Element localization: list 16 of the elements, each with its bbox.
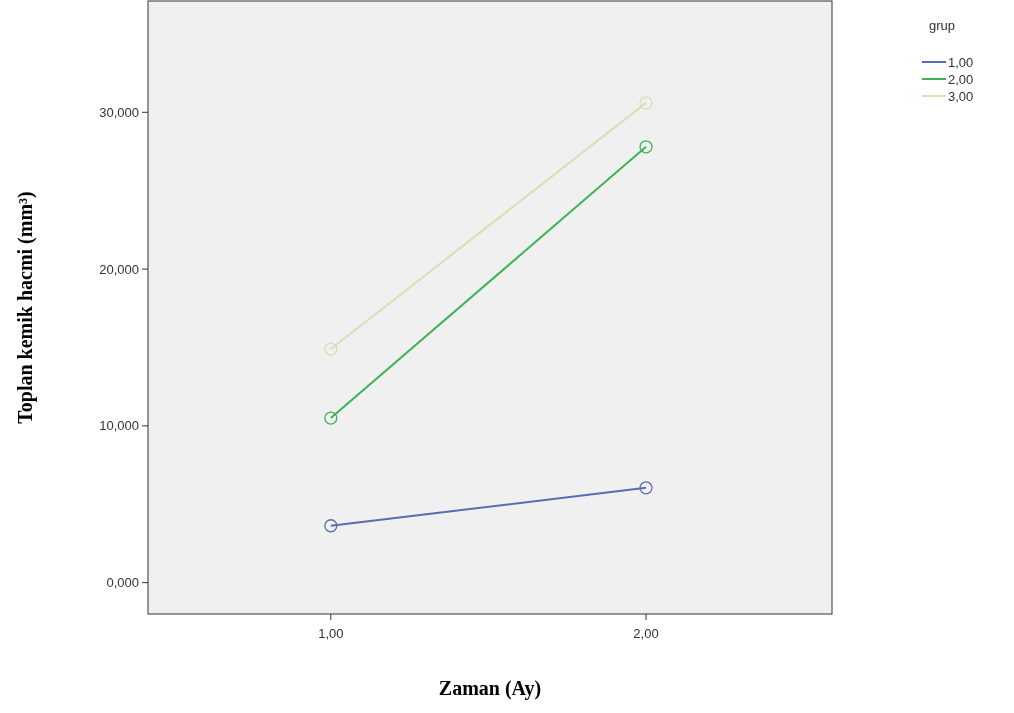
point bbox=[639, 96, 653, 110]
y-axis-title: Toplan kemik hacmi (mm³) bbox=[14, 191, 37, 424]
point bbox=[639, 481, 653, 495]
point bbox=[324, 411, 338, 425]
y-tick-label: 20,000 bbox=[99, 261, 139, 277]
y-tick-label: 10,000 bbox=[99, 418, 139, 434]
point bbox=[324, 519, 338, 533]
legend-label: 1,00 bbox=[948, 54, 974, 70]
legend-title: grup bbox=[928, 18, 956, 33]
legend-label: 2,00 bbox=[948, 71, 974, 87]
x-axis-title: Zaman (Ay) bbox=[438, 677, 542, 700]
y-tick-label: 30,000 bbox=[99, 104, 139, 120]
legend-label: 3,00 bbox=[948, 88, 974, 104]
point bbox=[324, 342, 338, 356]
point bbox=[639, 140, 653, 154]
y-tick-label: 0,000 bbox=[106, 575, 139, 591]
